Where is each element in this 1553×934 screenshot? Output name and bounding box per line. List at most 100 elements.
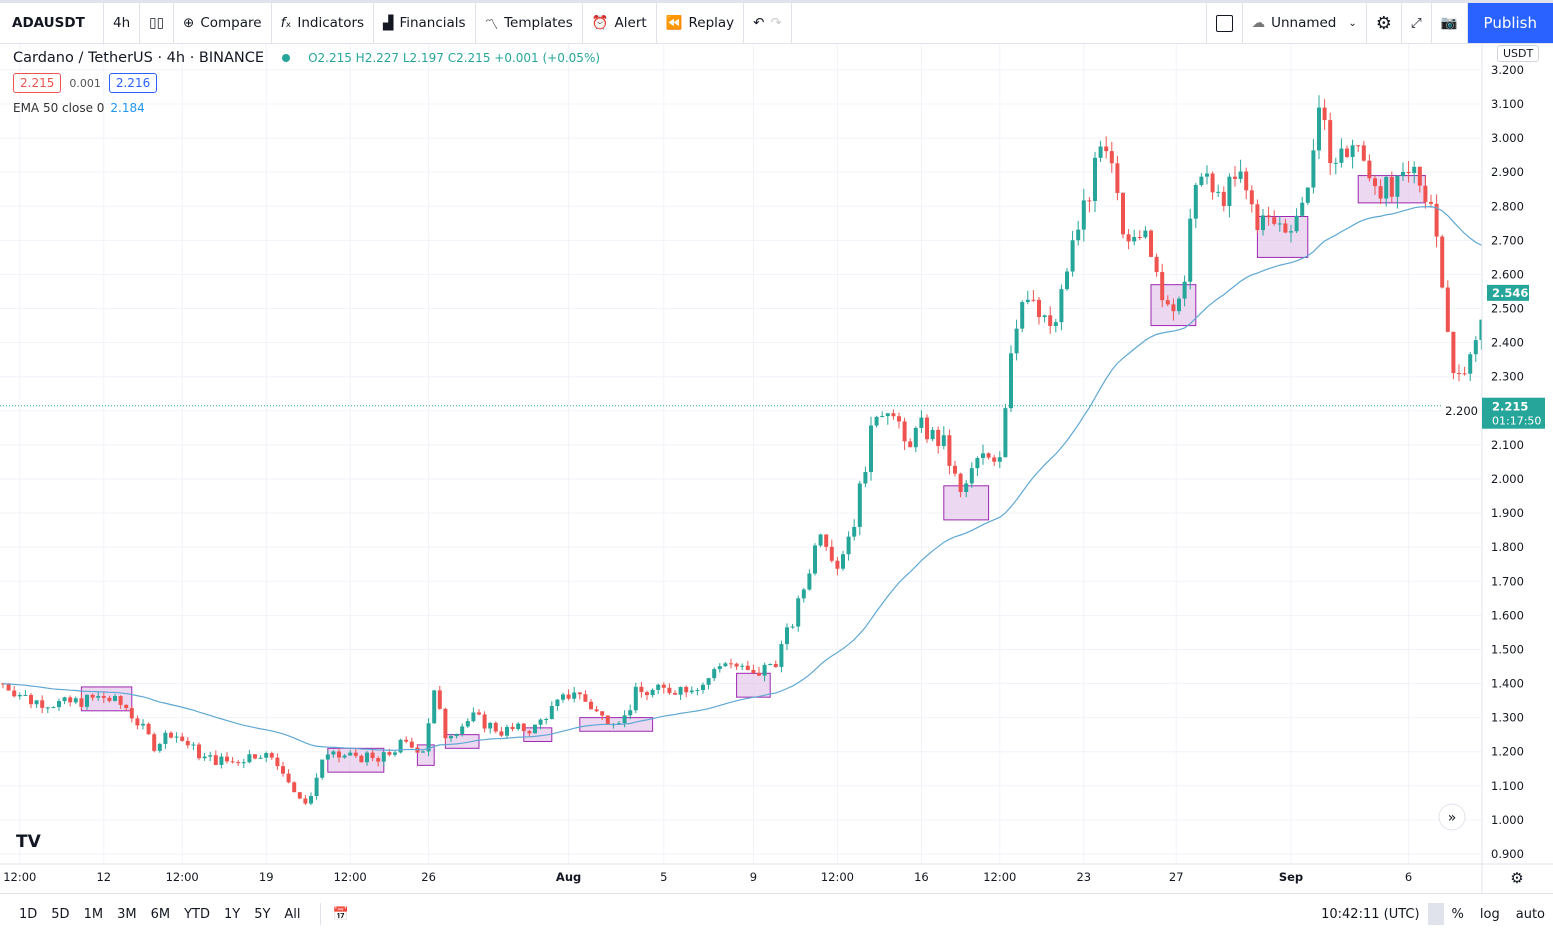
highlight-box: [1256, 215, 1309, 258]
candle-body: [650, 689, 655, 696]
candle-body: [1048, 315, 1053, 327]
candle-body: [454, 733, 459, 737]
price-label-bg: [1487, 284, 1529, 301]
log-toggle[interactable]: log: [1479, 906, 1500, 922]
tradingview-logo: TV: [16, 832, 42, 852]
price-chart[interactable]: 0.900 1.000 1.100 1.200 1.300 1.400 1.500 1.600…: [0, 44, 1553, 893]
axis-settings-gear-icon[interactable]: ⚙: [1510, 869, 1523, 887]
price-tick: 1.400: [1491, 677, 1524, 691]
range-1m[interactable]: 1M: [83, 906, 104, 922]
compare-button[interactable]: ⊕ Compare: [174, 3, 272, 43]
bar-countdown: 01:17:50: [1492, 415, 1541, 428]
candle-body: [712, 669, 717, 679]
financials-button[interactable]: ▟ Financials: [374, 3, 476, 43]
alert-button[interactable]: ⏰ Alert: [583, 3, 657, 43]
settings-button[interactable]: ⚙: [1367, 3, 1402, 43]
candle-body: [717, 666, 722, 670]
candle-body: [1445, 287, 1450, 332]
candle-body: [1126, 234, 1131, 242]
range-all[interactable]: All: [284, 906, 301, 922]
candle-body: [141, 723, 145, 726]
interval-button[interactable]: 4h: [104, 3, 141, 43]
range-3m[interactable]: 3M: [117, 906, 137, 922]
candle-body: [600, 711, 605, 716]
candle-body: [1417, 166, 1422, 186]
fullscreen-button[interactable]: ⤢: [1402, 3, 1432, 43]
scroll-to-realtime-button[interactable]: [1438, 803, 1466, 831]
ema-value: 2.184: [110, 101, 145, 115]
sell-price-button[interactable]: 2.215: [13, 73, 62, 93]
replay-button[interactable]: ⏪ Replay: [657, 3, 745, 43]
price-tick: 2.500: [1491, 302, 1524, 316]
snapshot-button[interactable]: 📷: [1432, 3, 1468, 43]
buy-price-button[interactable]: 2.216: [108, 73, 158, 93]
last-price-label-bg: [1482, 397, 1545, 429]
percent-toggle[interactable]: %: [1451, 906, 1464, 922]
candle-body: [521, 723, 526, 732]
candle-body: [807, 573, 812, 590]
candle-body: [493, 722, 498, 732]
candle-body: [925, 417, 929, 440]
range-ytd[interactable]: YTD: [184, 906, 210, 922]
candle-body: [208, 755, 213, 757]
candle-body: [1378, 186, 1383, 199]
candle-body: [1479, 319, 1484, 341]
financials-label: Financials: [399, 15, 466, 31]
candle-body: [930, 429, 935, 440]
candle-body: [90, 694, 95, 698]
range-1y[interactable]: 1Y: [223, 906, 241, 922]
candle-body: [1434, 203, 1439, 237]
templates-button[interactable]: 〽 Templates: [476, 3, 583, 43]
redo-icon[interactable]: ↷: [770, 15, 782, 31]
candle-body: [1098, 146, 1103, 158]
ema-legend[interactable]: EMA 50 close 0 2.184: [13, 101, 600, 115]
candle-body: [1333, 162, 1338, 164]
candle-body: [874, 416, 879, 426]
symbol-search-button[interactable]: ADAUSDT: [0, 3, 104, 43]
range-5y[interactable]: 5Y: [254, 906, 271, 922]
candle-body: [1328, 120, 1333, 164]
range-1d[interactable]: 1D: [19, 906, 38, 922]
candle-body: [180, 736, 185, 741]
layout-name-button[interactable]: ☁ Unnamed ⌄: [1243, 3, 1367, 43]
candle-body: [667, 687, 672, 693]
candle-body: [1137, 236, 1142, 238]
candle-body: [678, 686, 683, 695]
auto-toggle[interactable]: auto: [1515, 906, 1545, 922]
candle-body: [1238, 171, 1243, 179]
range-5d[interactable]: 5D: [51, 906, 70, 922]
candle-body: [1160, 272, 1165, 301]
candle-body: [538, 719, 543, 725]
candle-body: [1406, 171, 1411, 174]
time-tick: 6: [1405, 870, 1412, 884]
select-layout-button[interactable]: [1205, 3, 1243, 43]
candle-body: [51, 707, 56, 709]
range-6m[interactable]: 6M: [150, 906, 171, 922]
candle-body: [152, 734, 157, 751]
candle-body: [723, 663, 728, 667]
candle-body: [325, 754, 330, 760]
clock[interactable]: 10:42:11 (UTC): [1321, 906, 1420, 922]
candle-body: [1317, 107, 1321, 151]
publish-button[interactable]: Publish: [1467, 3, 1553, 43]
candle-body: [365, 752, 369, 763]
candle-body: [818, 534, 823, 546]
time-tick: 27: [1169, 870, 1184, 884]
undo-icon[interactable]: ↶: [753, 15, 765, 31]
chart-type-button[interactable]: ▯▯: [140, 3, 175, 43]
currency-label[interactable]: USDT: [1497, 45, 1540, 62]
indicators-button[interactable]: fₓ Indicators: [272, 3, 375, 43]
candle-body: [622, 715, 627, 724]
price-tick: 2.000: [1491, 472, 1524, 486]
time-tick: 9: [750, 870, 757, 884]
candle-body: [1289, 231, 1293, 233]
time-tick: 12:00: [334, 870, 367, 884]
replay-label: Replay: [688, 15, 735, 31]
goto-date-icon[interactable]: 📅: [332, 906, 349, 922]
templates-icon: 〽: [484, 17, 499, 33]
price-tick: 1.500: [1491, 642, 1524, 656]
candle-body: [1037, 299, 1041, 318]
candle-body: [1020, 302, 1025, 329]
candle-body: [241, 762, 246, 764]
candle-body: [34, 700, 39, 705]
